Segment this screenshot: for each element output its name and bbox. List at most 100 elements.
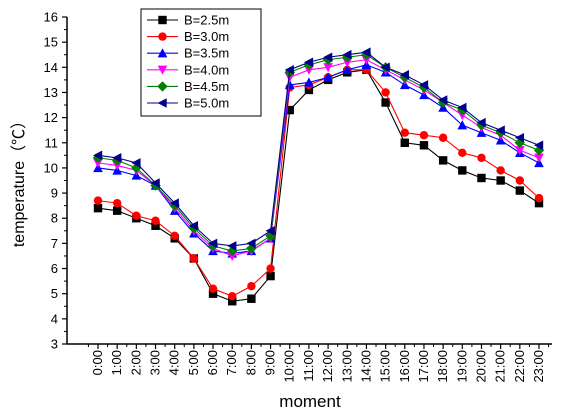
data-point (476, 117, 486, 128)
y-tick-label: 12 (44, 110, 58, 125)
data-point (457, 120, 468, 130)
data-point (457, 110, 468, 121)
y-tick-label: 3 (51, 337, 58, 352)
legend-label: B=3.0m (184, 29, 229, 44)
data-point (150, 178, 160, 188)
x-tick-label: 17:00 (416, 350, 431, 383)
x-tick-label: 7:00 (224, 350, 239, 375)
data-point (458, 148, 467, 158)
y-tick-label: 9 (51, 186, 58, 201)
data-point (246, 238, 256, 249)
data-point (227, 241, 237, 251)
y-tick-label: 11 (45, 135, 59, 150)
x-tick-label: 6:00 (205, 350, 220, 375)
x-tick-label: 11:00 (301, 350, 316, 382)
x-tick-label: 16:00 (397, 350, 412, 383)
legend-box (140, 8, 262, 117)
x-tick-label: 10:00 (282, 350, 297, 383)
x-tick-label: 2:00 (128, 350, 143, 375)
data-point (515, 186, 525, 195)
data-point (419, 131, 429, 140)
legend-marker (157, 65, 168, 75)
y-axis-title: temperature（℃） (10, 113, 28, 247)
x-tick-label: 22:00 (512, 350, 527, 383)
y-tick-label: 7 (51, 236, 58, 251)
y-tick-label: 16 (44, 10, 58, 25)
data-point (438, 95, 448, 105)
data-point (266, 264, 275, 273)
data-point (93, 150, 103, 161)
data-point (208, 284, 218, 293)
data-point (304, 65, 314, 75)
data-point (284, 73, 295, 83)
data-point (303, 57, 314, 68)
legend-label: B=4.5m (184, 79, 229, 94)
legend-label: B=3.5m (184, 46, 229, 61)
data-point (266, 271, 275, 281)
series-layer (92, 47, 545, 306)
data-point (112, 161, 122, 171)
data-point (169, 198, 179, 208)
data-point (93, 203, 103, 213)
data-point (361, 47, 371, 58)
x-tick-label: 4:00 (167, 350, 182, 375)
y-tick-label: 5 (51, 286, 58, 301)
data-point (534, 193, 544, 203)
data-point (228, 297, 237, 306)
x-tick-label: 0:00 (90, 350, 105, 375)
data-point (189, 254, 199, 263)
data-point (380, 62, 390, 73)
series-group (93, 47, 544, 251)
y-tick-label: 15 (44, 35, 58, 50)
data-point (438, 133, 448, 142)
data-point (514, 132, 525, 143)
data-point (515, 146, 525, 156)
data-point (458, 166, 467, 175)
data-point (381, 98, 390, 107)
data-point (93, 158, 103, 168)
legend-marker (157, 81, 168, 92)
x-tick-label: 1:00 (109, 350, 124, 375)
y-tick-label: 6 (51, 261, 58, 276)
data-point (323, 52, 333, 63)
data-point (342, 64, 353, 75)
data-point (381, 88, 390, 97)
x-tick-label: 18:00 (435, 350, 450, 383)
data-point (228, 292, 237, 301)
data-point (399, 70, 409, 80)
legend-marker (158, 32, 167, 41)
data-point (534, 153, 544, 163)
y-tick-label: 10 (44, 160, 58, 175)
y-tick-label: 8 (51, 211, 58, 226)
x-tick-label: 20:00 (473, 350, 488, 383)
legend-marker (157, 48, 168, 58)
data-point (477, 173, 486, 183)
data-point (400, 128, 409, 137)
y-tick-label: 4 (51, 311, 58, 326)
data-point (285, 105, 294, 115)
data-point (112, 198, 122, 208)
data-point (112, 153, 122, 163)
data-point (457, 102, 467, 113)
data-point (515, 176, 525, 185)
data-point (208, 238, 218, 249)
data-point (361, 55, 372, 65)
data-point (323, 72, 333, 82)
data-point (438, 156, 448, 165)
data-point (304, 77, 314, 87)
x-tick-label: 21:00 (493, 350, 508, 383)
data-point (112, 206, 122, 215)
data-point (170, 231, 179, 241)
data-point (151, 221, 160, 230)
y-ticks: 3 4 5 6 7 8 9 10 11 12 13 14 15 16 (44, 10, 67, 352)
x-tick-label: 13:00 (339, 350, 354, 383)
legend-marker (157, 98, 167, 108)
legend-marker (158, 15, 167, 25)
data-point (342, 49, 352, 60)
data-point (265, 226, 275, 236)
data-point (227, 251, 238, 261)
data-point (323, 63, 333, 73)
x-tick-label: 14:00 (358, 350, 373, 383)
data-point (495, 125, 505, 135)
